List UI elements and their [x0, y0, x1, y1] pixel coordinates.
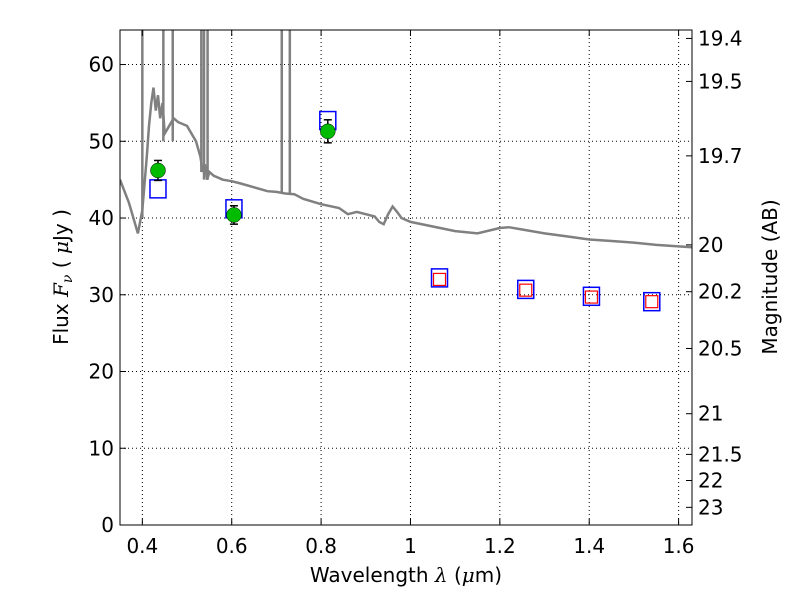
y-axis-label: Flux Fν ( μJy ) — [49, 209, 76, 345]
y-tick-label: 10 — [89, 436, 114, 460]
y-tick-label: 50 — [89, 129, 114, 153]
observed-optical-point — [226, 207, 242, 223]
x-tick-label: 0.8 — [305, 534, 337, 558]
y-tick-label: 60 — [89, 53, 114, 77]
y2-axis-label: Magnitude (AB) — [758, 199, 782, 354]
y2-tick-label: 21.5 — [698, 442, 743, 466]
y-tick-label: 30 — [89, 283, 114, 307]
y2-tick-label: 20.2 — [698, 280, 743, 304]
y2-tick-label: 21 — [698, 402, 723, 426]
observed-nir-marker — [645, 295, 659, 309]
x-tick-label: 1 — [404, 534, 417, 558]
y-tick-label: 20 — [89, 360, 114, 384]
observed-nir-marker — [519, 283, 533, 297]
observed-nir-marker — [432, 272, 447, 287]
x-tick-label: 0.6 — [216, 534, 248, 558]
y2-tick-label: 22 — [698, 468, 723, 492]
y2-tick-label: 20.5 — [698, 336, 743, 360]
observed-nir-marker — [584, 290, 599, 304]
model-photometry-marker — [430, 268, 449, 288]
axis-ticks: 0.4 0.6 0.8 1 1.2 1.4 1.6 0 10 20 30 40 50 60 19.4 19.5… — [89, 26, 743, 558]
x-tick-label: 1.2 — [484, 534, 516, 558]
y2-tick-label: 19.7 — [698, 144, 743, 168]
observed-optical-point — [150, 162, 166, 179]
x-tick-label: 0.4 — [126, 534, 158, 558]
x-axis-label: Wavelength λ (μm) — [310, 563, 502, 587]
y-tick-label: 40 — [89, 206, 114, 230]
x-tick-label: 1.6 — [663, 534, 695, 558]
observed-optical-point — [320, 123, 336, 140]
model-spectrum-line — [120, 87, 692, 249]
model-photometry-marker — [517, 279, 535, 300]
plot-frame — [119, 29, 693, 526]
series-layer — [120, 30, 692, 312]
model-photometry-marker — [149, 179, 167, 199]
y2-tick-label: 23 — [698, 495, 723, 519]
model-photometry-marker — [643, 291, 661, 312]
y-tick-label: 0 — [101, 513, 114, 537]
y2-tick-label: 19.4 — [698, 26, 743, 50]
x-tick-label: 1.4 — [573, 534, 605, 558]
y2-tick-label: 20 — [698, 233, 723, 257]
y2-tick-label: 19.5 — [698, 69, 743, 93]
grid-lines — [120, 30, 692, 526]
model-photometry-marker — [582, 286, 601, 307]
